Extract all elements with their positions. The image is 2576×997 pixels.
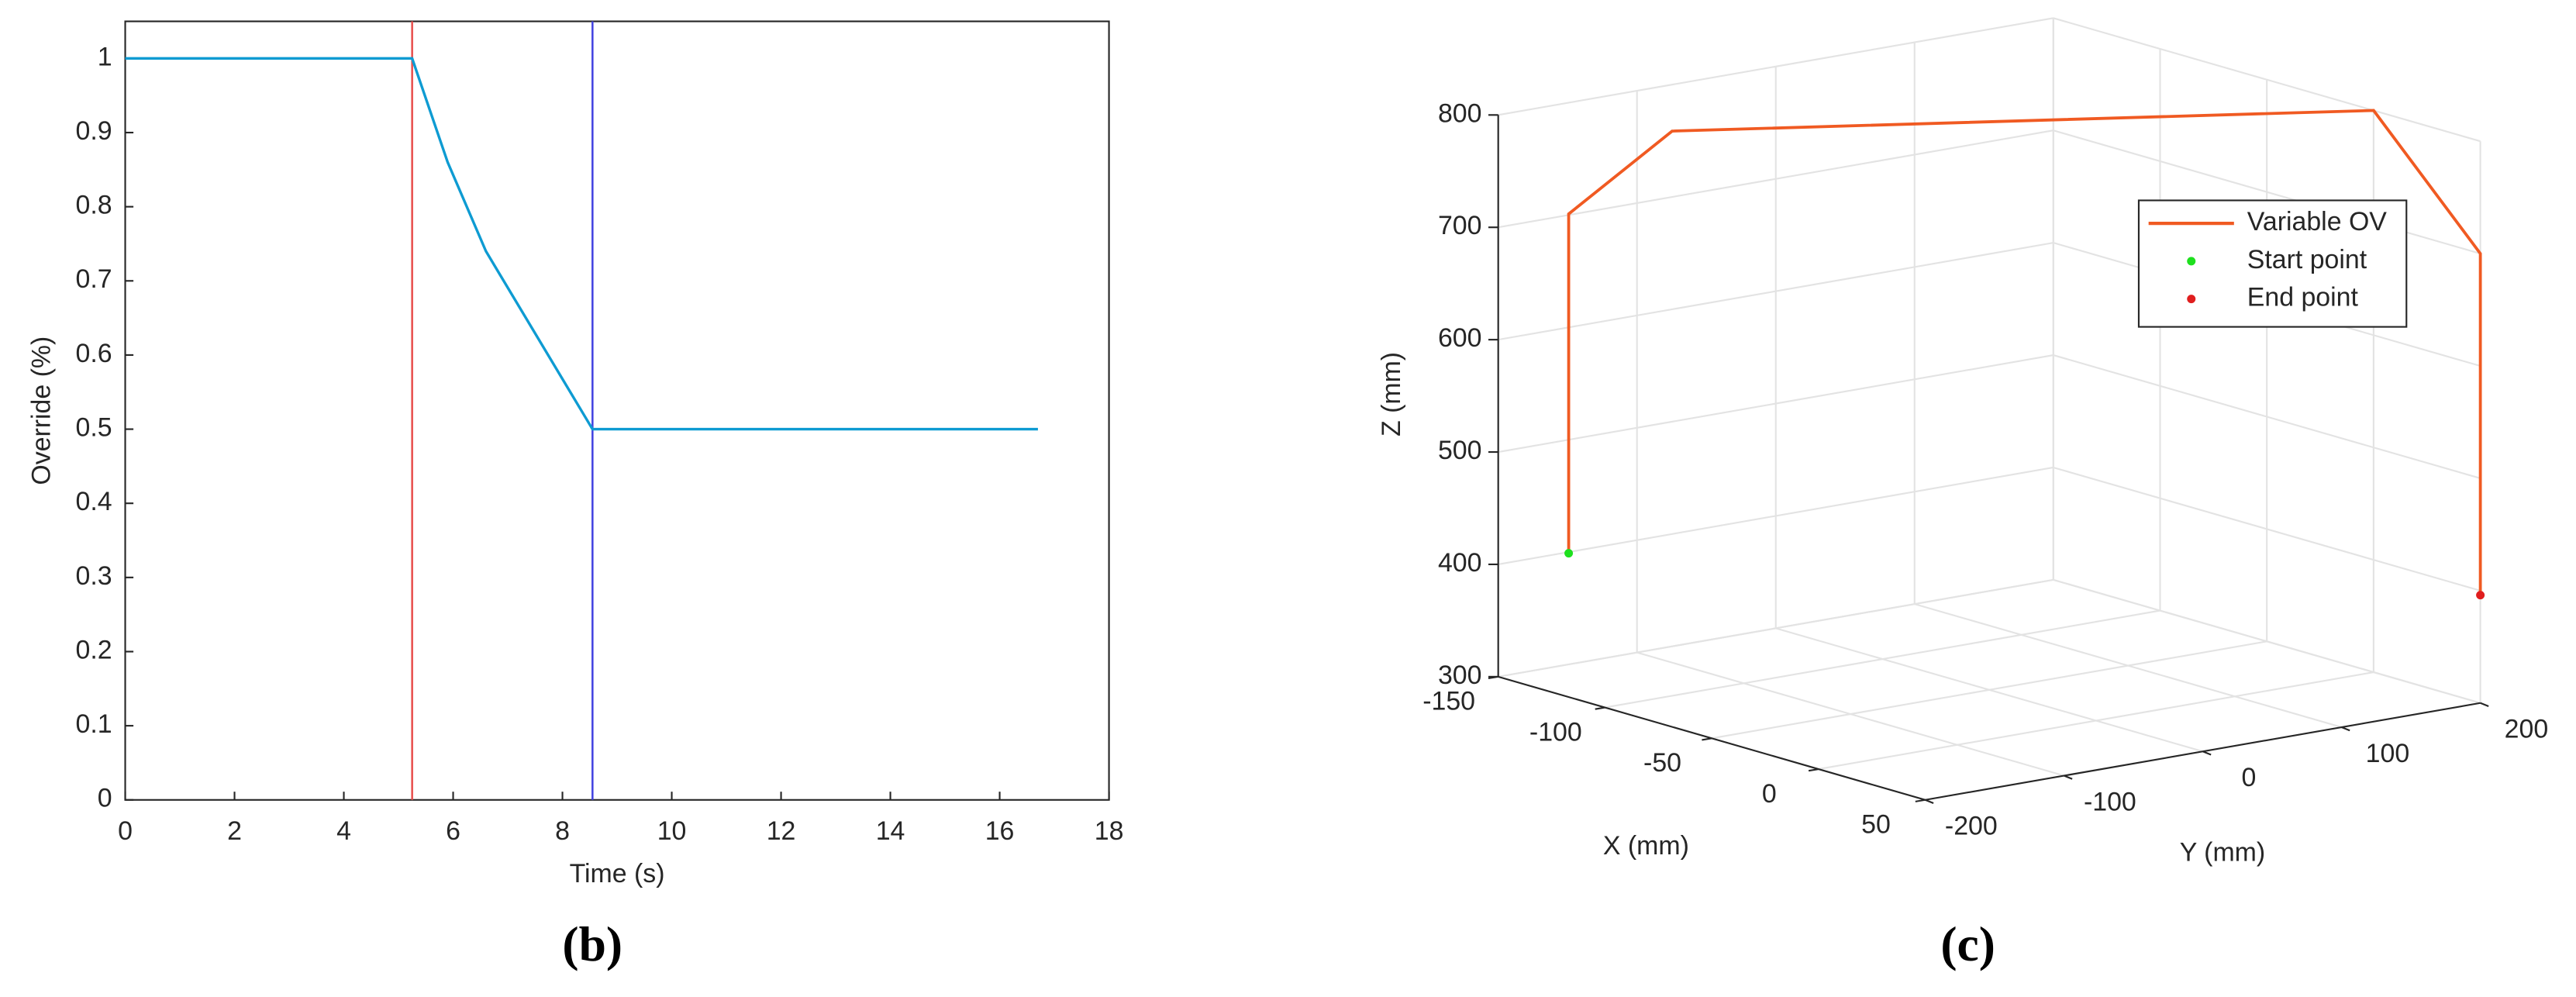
x-tick-label: -150	[1422, 687, 1475, 716]
legend-label: Start point	[2247, 245, 2367, 274]
y-axis-label: Y (mm)	[2180, 838, 2265, 868]
legend-label: Variable OV	[2247, 207, 2388, 236]
plot-area	[124, 20, 1110, 801]
point	[2476, 591, 2485, 600]
z-tick-label: 600	[1438, 323, 1482, 353]
x-tick-label: 16	[985, 816, 1015, 846]
x-tick-label: 0	[1762, 779, 1777, 809]
grid-line	[1636, 651, 2064, 777]
x-tick	[1808, 768, 1819, 772]
x-tick	[1915, 799, 1926, 802]
legend-label: End point	[2247, 283, 2359, 312]
x-tick-label: 18	[1095, 816, 1124, 846]
x-tick-label: 10	[657, 816, 687, 846]
point	[1564, 549, 1574, 558]
y-tick	[2064, 774, 2073, 780]
grid-line	[1498, 17, 2054, 116]
x-tick-label: 4	[336, 816, 351, 846]
x-tick-label: 6	[446, 816, 460, 846]
y-tick-label: 200	[2505, 715, 2549, 744]
x-tick-label: 0	[118, 816, 133, 846]
grid-line	[1498, 129, 2054, 229]
y-tick-label: 1	[98, 42, 112, 71]
z-tick-label: 700	[1438, 211, 1482, 240]
y-tick-label: -200	[1945, 812, 1998, 841]
grid-line	[1498, 466, 2054, 566]
y-axis-label: Override (%)	[27, 336, 57, 485]
grid-line	[2053, 17, 2481, 143]
x-tick	[1702, 737, 1712, 741]
y-tick-label: 0	[2241, 763, 2256, 792]
z-tick-label: 500	[1438, 436, 1482, 465]
y-tick	[1925, 799, 1934, 804]
y-tick-label: 0.5	[75, 413, 112, 443]
x-tick-label: 2	[227, 816, 242, 846]
grid-line	[2053, 578, 2481, 704]
grid-line	[1775, 627, 2203, 753]
grid-line	[2053, 129, 2481, 255]
trajectory	[1567, 109, 2482, 595]
y-tick-label: 0.3	[75, 561, 112, 591]
z-tick-label: 400	[1438, 548, 1482, 578]
x-tick-label: -50	[1643, 748, 1681, 778]
legend-swatch	[2187, 257, 2196, 266]
y-tick	[2202, 750, 2212, 756]
grid-line	[1498, 354, 2054, 454]
x-tick-label: 12	[767, 816, 796, 846]
y-tick-label: 100	[2366, 739, 2410, 768]
x-axis-label: X (mm)	[1603, 831, 1689, 861]
y-tick	[2341, 726, 2350, 732]
y-tick-label: 0	[98, 784, 112, 813]
x-tick-label: 14	[876, 816, 905, 846]
y-tick-label: 0.6	[75, 339, 112, 368]
y-tick-label: 0.2	[75, 635, 112, 664]
x-axis-label: Time (s)	[570, 859, 665, 888]
legend-swatch	[2187, 295, 2196, 304]
grid-line	[2053, 354, 2481, 479]
z-axis-label: Z (mm)	[1377, 352, 1406, 436]
x-tick-label: 8	[555, 816, 570, 846]
y-tick-label: 0.9	[75, 116, 112, 146]
y-tick-label: -100	[2084, 787, 2136, 816]
grid-line	[2053, 466, 2481, 592]
caption: (b)	[562, 916, 622, 971]
grid-line	[1498, 578, 2054, 678]
data-line	[125, 57, 1038, 431]
z-tick-label: 800	[1438, 98, 1482, 128]
y-tick	[2480, 702, 2489, 707]
y-tick-label: 0.8	[75, 191, 112, 220]
legend-box	[2137, 199, 2408, 328]
y-tick-label: 0.4	[75, 487, 112, 516]
z-tick-label: 300	[1438, 661, 1482, 690]
x-tick-label: 50	[1861, 810, 1891, 840]
x-tick	[1595, 706, 1605, 710]
caption: (c)	[1940, 916, 1995, 971]
y-tick-label: 0.7	[75, 264, 112, 294]
grid-line	[1914, 603, 2342, 729]
x-tick-label: -100	[1529, 717, 1582, 747]
grid-line	[1498, 242, 2054, 341]
y-tick-label: 0.1	[75, 709, 112, 739]
